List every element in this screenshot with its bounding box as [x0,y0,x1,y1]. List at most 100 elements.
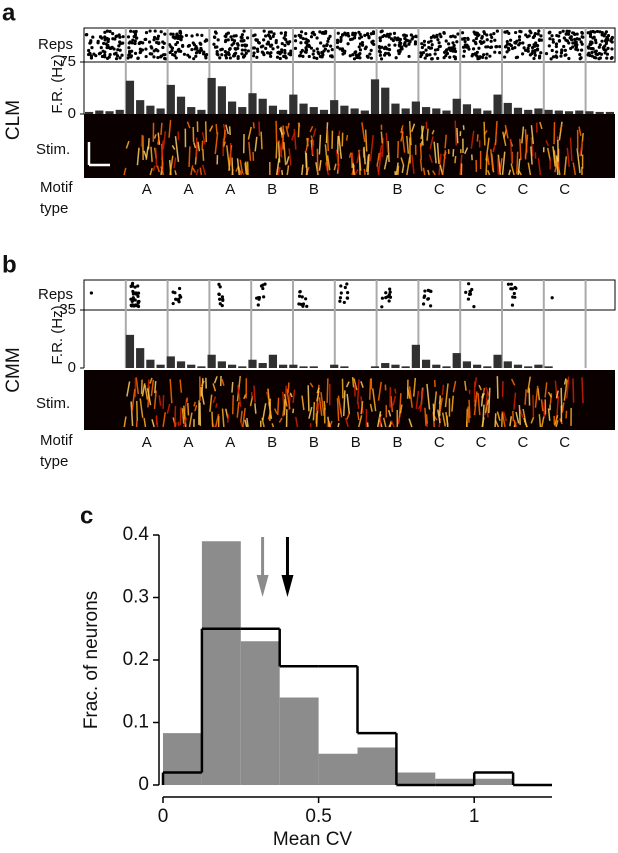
spike [120,53,124,57]
spectrogram-stroke [496,376,499,399]
spectrogram-stroke [174,405,177,428]
spike [474,53,478,57]
spectrogram-stroke [480,393,484,407]
spike [472,39,476,43]
spike [117,33,121,37]
spike [280,42,284,46]
spike [391,38,396,43]
spectrogram-stroke [169,379,173,404]
spectrogram-stroke [544,382,548,398]
spike [387,299,391,303]
spectrogram-stroke [558,121,563,141]
spectrogram-stroke [318,397,323,416]
spectrogram-stroke [508,169,512,176]
spike [163,32,167,36]
spectrogram-stroke [285,125,290,137]
psth-bar [85,111,94,114]
spike [153,29,157,33]
spike [574,40,578,44]
spectrogram-stroke [369,135,374,162]
spike [161,45,165,50]
spectrogram-stroke [422,167,426,176]
motif-category: A [183,181,193,198]
spike [535,47,540,51]
psth-bar [217,361,226,368]
spectrogram-stroke [527,376,531,393]
spike [437,45,441,49]
spike [534,41,538,45]
spike [555,50,559,54]
spike [320,55,324,59]
spectrogram-stroke [281,169,284,176]
spike [150,46,154,50]
spike [522,46,526,50]
spectrogram-stroke [283,393,288,407]
spike [312,55,316,60]
spectrogram-stroke [387,141,390,163]
spectrogram-stroke [549,393,553,405]
spike [358,48,363,52]
spike [604,48,608,52]
spike [228,56,232,60]
spectrogram-stroke [509,416,513,427]
spectrogram-stroke [547,408,551,421]
spectrogram-stroke [454,155,457,164]
spectrogram-stroke [382,417,387,428]
spectrogram-stroke [415,390,420,409]
spike [517,35,522,39]
spike [394,56,398,60]
spectrogram-stroke [202,149,205,161]
spike [105,56,110,61]
spike [536,32,540,36]
spike [428,53,432,57]
spike [474,42,478,46]
spike [594,41,598,45]
mean-arrowhead [256,575,269,597]
spike [182,52,187,56]
spectrogram-stroke [308,406,313,419]
psth-bar [432,364,441,368]
spike [594,52,598,56]
spectrogram-stroke [123,167,127,176]
spike [578,57,582,61]
spike [186,53,190,57]
spike [452,43,456,48]
spectrogram-stroke [519,409,524,418]
spike [243,48,247,52]
spectrogram-stroke [534,385,539,408]
spectrogram-stroke [483,121,486,146]
spectrogram-stroke [236,401,240,418]
spike [232,53,237,58]
psth-bar [401,108,410,114]
spike [393,36,397,40]
y-axis-label: F.R. (Hz) [49,54,66,113]
spectrogram-stroke [228,126,231,136]
spectrogram-stroke [517,158,521,176]
spectrogram-stroke [150,379,155,397]
spectrogram-stroke [275,142,278,159]
spectrogram-stroke [179,407,182,426]
spectrogram-stroke [408,386,413,408]
spectrogram-stroke [187,402,190,416]
spectrogram-stroke [385,132,389,153]
spike [275,55,280,59]
panel-label: c [80,502,93,529]
spectrogram-stroke [283,399,286,416]
spectrogram-stroke [192,167,196,173]
spike [234,34,238,38]
spectrogram-stroke [188,146,191,168]
spectrogram-stroke [244,162,247,175]
spectrogram-stroke [149,167,153,176]
spectrogram-stroke [521,126,525,144]
spike [240,43,244,47]
psth-bar [309,366,318,368]
spike [591,29,595,34]
panel-label: a [2,0,16,26]
spectrogram-stroke [371,388,377,412]
spike [304,37,308,41]
spike [378,36,382,40]
motif-category: B [392,434,402,451]
spike [466,297,471,301]
spike [339,35,343,40]
spike [384,296,388,300]
